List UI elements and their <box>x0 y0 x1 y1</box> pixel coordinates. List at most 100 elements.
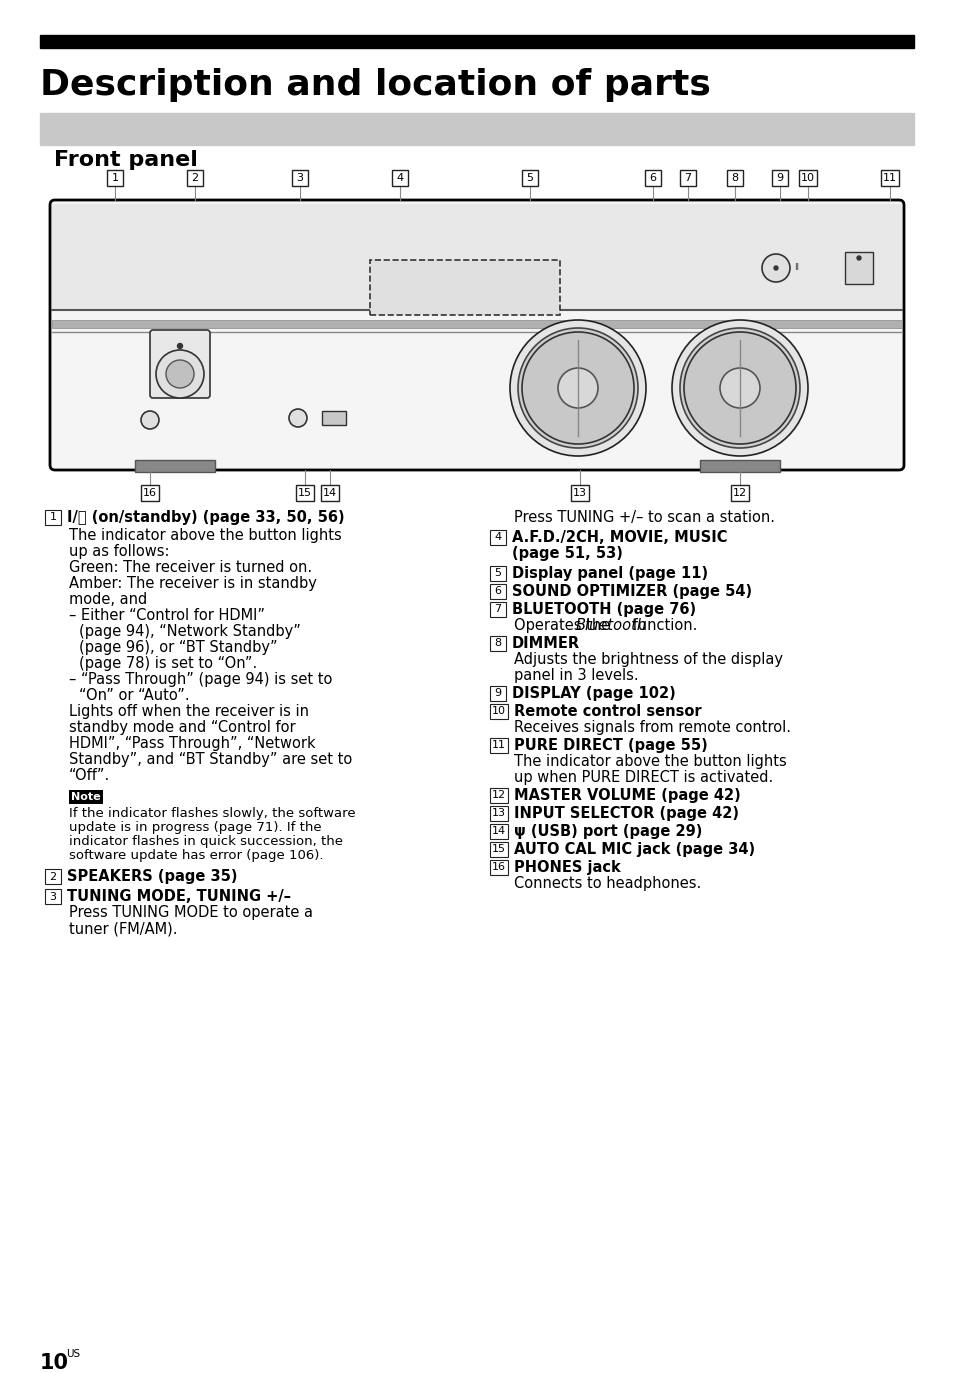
Text: panel in 3 levels.: panel in 3 levels. <box>514 669 638 682</box>
Text: DISPLAY (page 102): DISPLAY (page 102) <box>512 686 675 702</box>
Text: II: II <box>793 264 799 272</box>
Bar <box>521 170 537 185</box>
Text: Description and location of parts: Description and location of parts <box>40 69 710 102</box>
Text: Standby”, and “BT Standby” are set to: Standby”, and “BT Standby” are set to <box>69 752 352 768</box>
Text: 3: 3 <box>50 891 56 902</box>
Bar <box>320 485 338 501</box>
Text: 1: 1 <box>112 173 118 183</box>
Text: 14: 14 <box>492 827 505 836</box>
Text: mode, and: mode, and <box>69 592 147 607</box>
Text: 1: 1 <box>50 512 56 523</box>
Text: 11: 11 <box>492 740 505 751</box>
Text: 16: 16 <box>492 862 505 872</box>
Text: 15: 15 <box>297 487 312 498</box>
Bar <box>490 530 505 545</box>
Text: Receives signals from remote control.: Receives signals from remote control. <box>514 719 790 735</box>
Bar <box>52 205 901 310</box>
Text: 15: 15 <box>492 844 505 854</box>
Bar <box>45 888 61 903</box>
Text: PURE DIRECT (page 55): PURE DIRECT (page 55) <box>514 739 707 752</box>
Text: MASTER VOLUME (page 42): MASTER VOLUME (page 42) <box>514 788 740 803</box>
Circle shape <box>166 360 193 389</box>
Text: INPUT SELECTOR (page 42): INPUT SELECTOR (page 42) <box>514 806 739 821</box>
Text: tuner (FM/AM).: tuner (FM/AM). <box>69 921 177 936</box>
Circle shape <box>521 332 634 443</box>
Text: 3: 3 <box>296 173 303 183</box>
Bar <box>392 170 408 185</box>
Bar <box>322 411 346 426</box>
Text: TUNING MODE, TUNING +/–: TUNING MODE, TUNING +/– <box>67 888 291 903</box>
Bar <box>187 170 203 185</box>
FancyBboxPatch shape <box>50 200 903 470</box>
Circle shape <box>679 328 800 448</box>
Text: update is in progress (page 71). If the: update is in progress (page 71). If the <box>69 821 321 833</box>
Text: Display panel (page 11): Display panel (page 11) <box>512 566 707 581</box>
Text: 8: 8 <box>494 638 501 648</box>
Text: indicator flashes in quick succession, the: indicator flashes in quick succession, t… <box>69 835 343 849</box>
Circle shape <box>510 320 645 456</box>
Bar <box>295 485 314 501</box>
Bar <box>880 170 898 185</box>
Text: 13: 13 <box>573 487 586 498</box>
Circle shape <box>156 350 204 398</box>
Text: (page 51, 53): (page 51, 53) <box>512 546 622 562</box>
Text: (page 94), “Network Standby”: (page 94), “Network Standby” <box>79 623 300 638</box>
Text: BLUETOOTH (page 76): BLUETOOTH (page 76) <box>512 601 696 616</box>
Text: 16: 16 <box>143 487 157 498</box>
Text: (page 96), or “BT Standby”: (page 96), or “BT Standby” <box>79 640 277 655</box>
Bar <box>135 460 214 472</box>
Text: Adjusts the brightness of the display: Adjusts the brightness of the display <box>514 652 782 667</box>
Text: 2: 2 <box>192 173 198 183</box>
Bar <box>490 566 505 581</box>
Text: ψ (USB) port (page 29): ψ (USB) port (page 29) <box>514 824 701 839</box>
Text: 9: 9 <box>494 688 501 699</box>
Text: Green: The receiver is turned on.: Green: The receiver is turned on. <box>69 560 312 575</box>
Text: – “Pass Through” (page 94) is set to: – “Pass Through” (page 94) is set to <box>69 671 332 686</box>
Text: (page 78) is set to “On”.: (page 78) is set to “On”. <box>79 656 257 671</box>
Text: 10: 10 <box>801 173 814 183</box>
Bar <box>141 485 159 501</box>
Bar <box>644 170 660 185</box>
Circle shape <box>720 368 760 408</box>
Text: Amber: The receiver is in standby: Amber: The receiver is in standby <box>69 577 316 590</box>
Text: “Off”.: “Off”. <box>69 768 111 783</box>
Text: 4: 4 <box>494 533 501 542</box>
Bar <box>45 869 61 884</box>
Text: Connects to headphones.: Connects to headphones. <box>514 876 700 891</box>
Bar <box>490 788 507 803</box>
Bar <box>490 842 507 857</box>
Text: up when PURE DIRECT is activated.: up when PURE DIRECT is activated. <box>514 770 773 785</box>
Text: 5: 5 <box>494 568 501 578</box>
Bar <box>490 601 505 616</box>
Text: Remote control sensor: Remote control sensor <box>514 704 700 719</box>
Bar <box>679 170 696 185</box>
Bar <box>844 253 872 284</box>
Circle shape <box>856 255 861 259</box>
Text: 6: 6 <box>649 173 656 183</box>
Circle shape <box>683 332 795 443</box>
Bar <box>40 113 913 146</box>
Text: SPEAKERS (page 35): SPEAKERS (page 35) <box>67 869 237 884</box>
Text: 14: 14 <box>323 487 336 498</box>
Text: 8: 8 <box>731 173 738 183</box>
Text: A.F.D./2CH, MOVIE, MUSIC: A.F.D./2CH, MOVIE, MUSIC <box>512 530 727 545</box>
Text: up as follows:: up as follows: <box>69 544 170 559</box>
Circle shape <box>558 368 598 408</box>
Text: The indicator above the button lights: The indicator above the button lights <box>514 754 786 769</box>
Text: I/⏻ (on/standby) (page 33, 50, 56): I/⏻ (on/standby) (page 33, 50, 56) <box>67 509 344 524</box>
Text: Note: Note <box>71 792 101 802</box>
Bar <box>490 859 507 875</box>
Text: AUTO CAL MIC jack (page 34): AUTO CAL MIC jack (page 34) <box>514 842 755 857</box>
Text: standby mode and “Control for: standby mode and “Control for <box>69 719 295 735</box>
Text: 11: 11 <box>882 173 896 183</box>
Bar <box>52 320 901 328</box>
Text: HDMI”, “Pass Through”, “Network: HDMI”, “Pass Through”, “Network <box>69 736 315 751</box>
Text: “On” or “Auto”.: “On” or “Auto”. <box>79 688 190 703</box>
Text: 9: 9 <box>776 173 782 183</box>
Bar <box>107 170 123 185</box>
Bar <box>490 584 505 599</box>
Bar <box>45 509 61 524</box>
Bar <box>700 460 780 472</box>
Bar <box>490 636 505 651</box>
Bar <box>490 686 505 702</box>
